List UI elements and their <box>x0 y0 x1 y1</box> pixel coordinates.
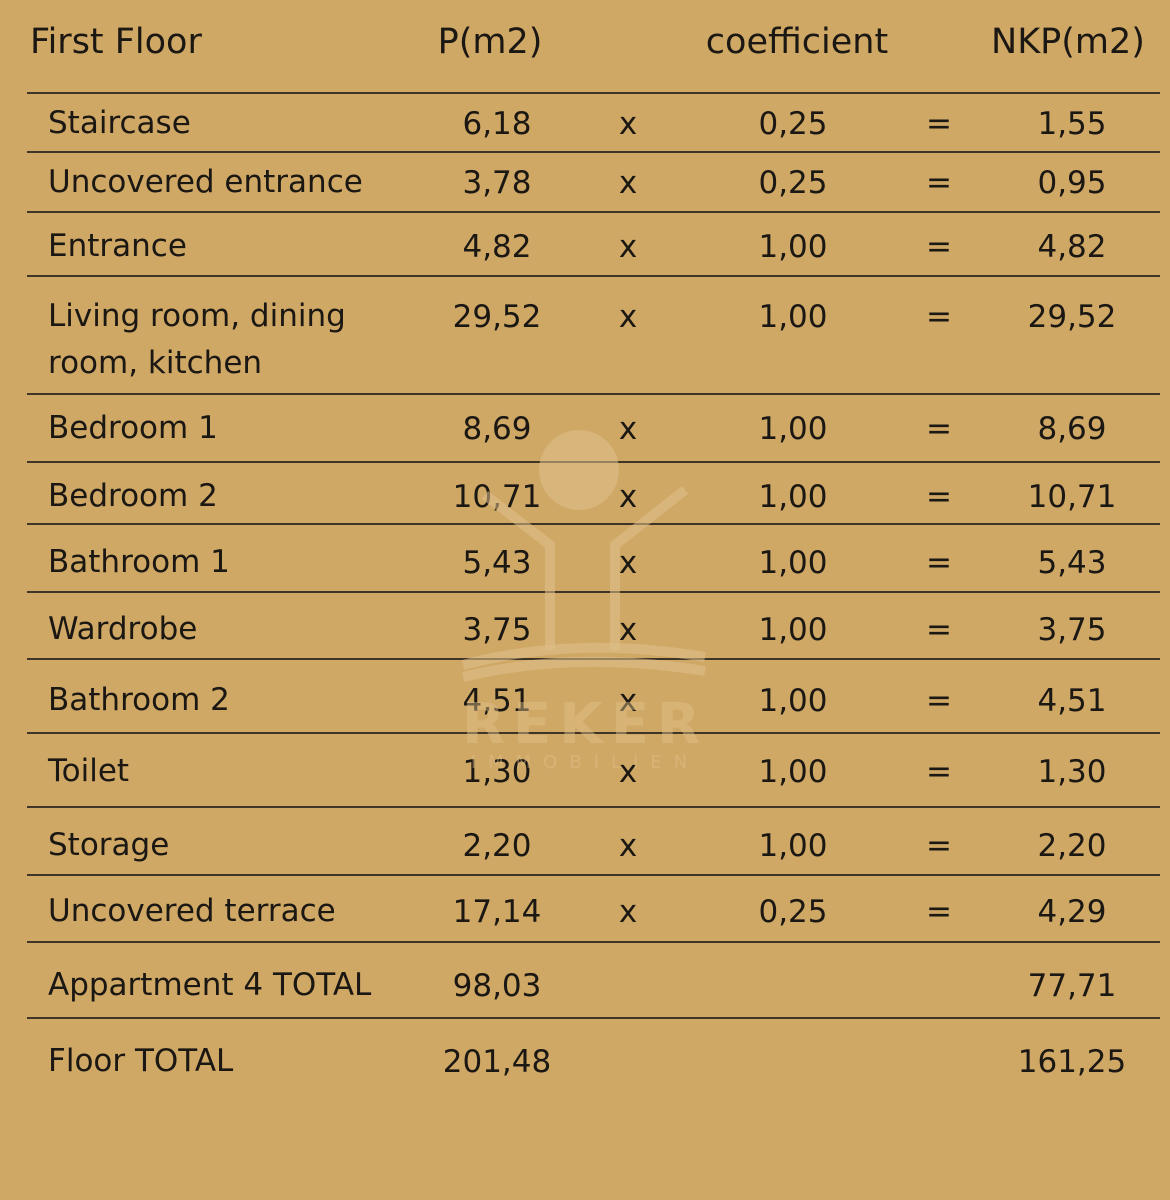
area-value: 6,18 <box>462 106 532 142</box>
table-row: Staircase 6,18 x 0,25 = 1,55 <box>27 94 1160 153</box>
times-sign: x <box>618 165 638 201</box>
nkp-value: 4,29 <box>1037 894 1107 930</box>
area-value: 8,69 <box>462 411 532 447</box>
total-label: Floor TOTAL <box>48 1043 234 1079</box>
nkp-value: 3,75 <box>1037 612 1107 648</box>
times-sign: x <box>618 894 638 930</box>
total-row: Appartment 4 TOTAL 98,03 77,71 <box>27 943 1160 1019</box>
equals-sign: = <box>926 165 952 201</box>
equals-sign: = <box>926 299 952 335</box>
area-value: 2,20 <box>462 828 532 864</box>
equals-sign: = <box>926 106 952 142</box>
coefficient-value: 0,25 <box>758 106 828 142</box>
equals-sign: = <box>926 683 952 719</box>
coefficient-value: 1,00 <box>758 411 828 447</box>
nkp-value: 1,30 <box>1037 754 1107 790</box>
coefficient-value: 0,25 <box>758 165 828 201</box>
coefficient-value: 1,00 <box>758 683 828 719</box>
table-row: Bedroom 2 10,71 x 1,00 = 10,71 <box>27 463 1160 525</box>
room-label: Staircase <box>48 105 191 141</box>
header-nkp: NKP(m2) <box>991 22 1145 62</box>
coefficient-value: 1,00 <box>758 229 828 265</box>
table-row: Bathroom 1 5,43 x 1,00 = 5,43 <box>27 525 1160 593</box>
room-label: Bedroom 1 <box>48 410 218 446</box>
table-row: Uncovered terrace 17,14 x 0,25 = 4,29 <box>27 876 1160 943</box>
room-label: Uncovered entrance <box>48 164 363 200</box>
coefficient-value: 0,25 <box>758 894 828 930</box>
total-nkp: 77,71 <box>1027 968 1117 1004</box>
equals-sign: = <box>926 479 952 515</box>
room-label: Bedroom 2 <box>48 478 218 514</box>
times-sign: x <box>618 229 638 265</box>
nkp-value: 29,52 <box>1027 299 1117 335</box>
coefficient-value: 1,00 <box>758 299 828 335</box>
table-row: Bathroom 2 4,51 x 1,00 = 4,51 <box>27 660 1160 734</box>
nkp-value: 5,43 <box>1037 545 1107 581</box>
area-value: 4,51 <box>462 683 532 719</box>
header-p: P(m2) <box>437 22 543 62</box>
times-sign: x <box>618 828 638 864</box>
nkp-value: 2,20 <box>1037 828 1107 864</box>
area-table: Staircase 6,18 x 0,25 = 1,55 Uncovered entranc… <box>27 92 1160 1107</box>
area-value: 17,14 <box>452 894 542 930</box>
room-label: Toilet <box>48 753 130 789</box>
equals-sign: = <box>926 754 952 790</box>
table-row: Toilet 1,30 x 1,00 = 1,30 <box>27 734 1160 808</box>
table-row: Living room, dining room, kitchen 29,52 x 1… <box>27 277 1160 395</box>
times-sign: x <box>618 479 638 515</box>
times-sign: x <box>618 754 638 790</box>
area-value: 29,52 <box>452 299 542 335</box>
room-label: Storage <box>48 827 170 863</box>
times-sign: x <box>618 545 638 581</box>
equals-sign: = <box>926 828 952 864</box>
nkp-value: 4,82 <box>1037 229 1107 265</box>
table-header: First Floor P(m2) coefficient NKP(m2) <box>0 22 1170 72</box>
times-sign: x <box>618 106 638 142</box>
equals-sign: = <box>926 229 952 265</box>
room-label: Entrance <box>48 228 187 264</box>
times-sign: x <box>618 683 638 719</box>
equals-sign: = <box>926 612 952 648</box>
table-row: Uncovered entrance 3,78 x 0,25 = 0,95 <box>27 153 1160 213</box>
header-floor: First Floor <box>30 22 202 62</box>
area-value: 5,43 <box>462 545 532 581</box>
area-value: 4,82 <box>462 229 532 265</box>
area-value: 3,75 <box>462 612 532 648</box>
total-area: 201,48 <box>442 1044 552 1080</box>
table-row: Entrance 4,82 x 1,00 = 4,82 <box>27 213 1160 277</box>
room-label: Living room, dining room, kitchen <box>48 298 346 381</box>
equals-sign: = <box>926 894 952 930</box>
coefficient-value: 1,00 <box>758 479 828 515</box>
total-nkp: 161,25 <box>1017 1044 1127 1080</box>
room-label: Bathroom 1 <box>48 544 230 580</box>
equals-sign: = <box>926 411 952 447</box>
table-row: Storage 2,20 x 1,00 = 2,20 <box>27 808 1160 876</box>
nkp-value: 8,69 <box>1037 411 1107 447</box>
coefficient-value: 1,00 <box>758 754 828 790</box>
nkp-value: 4,51 <box>1037 683 1107 719</box>
table-row: Bedroom 1 8,69 x 1,00 = 8,69 <box>27 395 1160 463</box>
total-area: 98,03 <box>452 968 542 1004</box>
coefficient-value: 1,00 <box>758 612 828 648</box>
coefficient-value: 1,00 <box>758 828 828 864</box>
area-value: 10,71 <box>452 479 542 515</box>
room-label: Wardrobe <box>48 611 198 647</box>
nkp-value: 10,71 <box>1027 479 1117 515</box>
nkp-value: 0,95 <box>1037 165 1107 201</box>
room-label: Uncovered terrace <box>48 893 336 929</box>
nkp-value: 1,55 <box>1037 106 1107 142</box>
table-row: Wardrobe 3,75 x 1,00 = 3,75 <box>27 593 1160 660</box>
times-sign: x <box>618 411 638 447</box>
coefficient-value: 1,00 <box>758 545 828 581</box>
room-label: Bathroom 2 <box>48 682 230 718</box>
times-sign: x <box>618 612 638 648</box>
total-label: Appartment 4 TOTAL <box>48 967 372 1003</box>
area-value: 3,78 <box>462 165 532 201</box>
area-value: 1,30 <box>462 754 532 790</box>
header-coefficient: coefficient <box>705 22 889 62</box>
equals-sign: = <box>926 545 952 581</box>
total-row: Floor TOTAL 201,48 161,25 <box>27 1019 1160 1107</box>
times-sign: x <box>618 299 638 335</box>
